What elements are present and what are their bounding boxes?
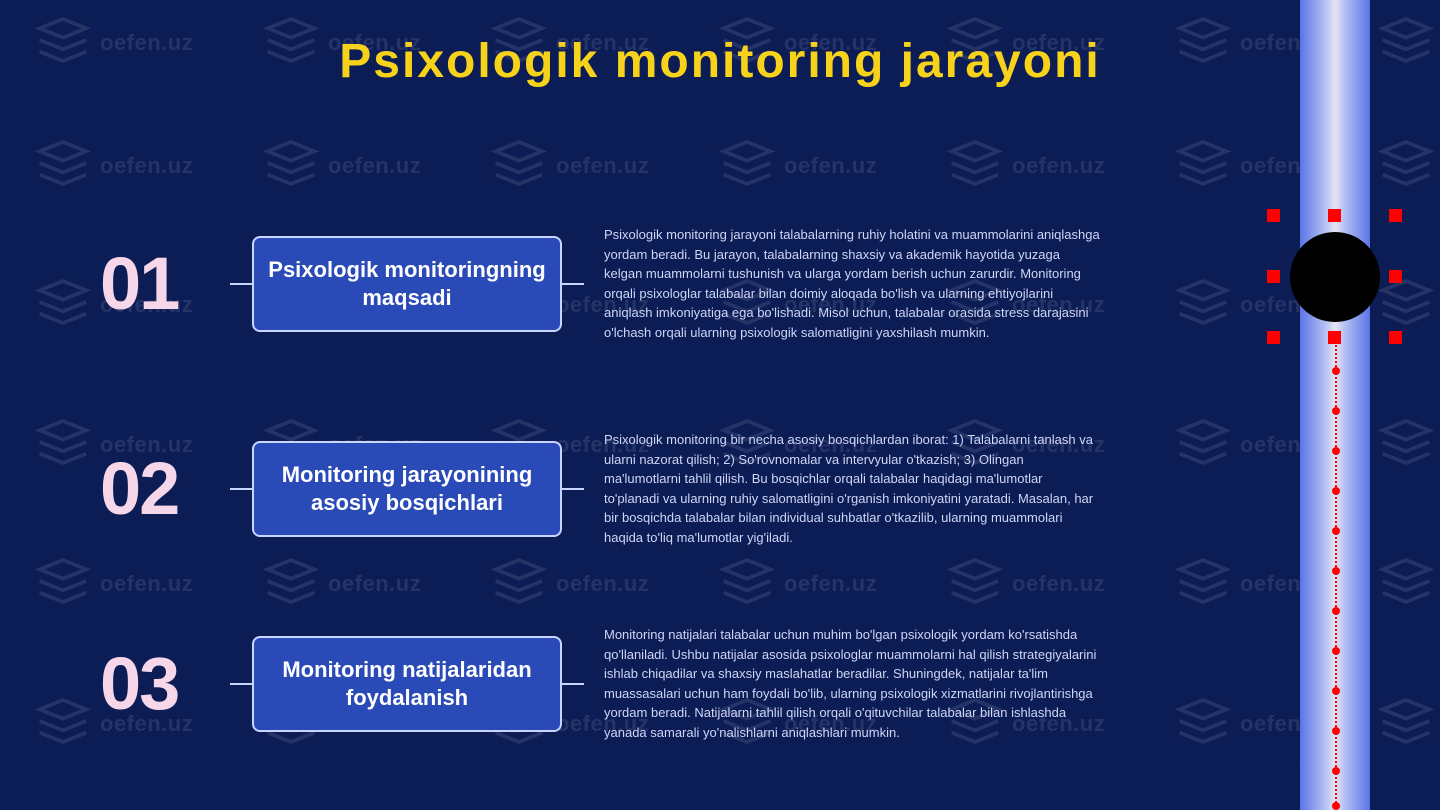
stack-icon: [35, 693, 91, 749]
guide-dot: [1332, 607, 1340, 615]
stack-icon: [1175, 414, 1231, 470]
guide-dot: [1332, 727, 1340, 735]
watermark-text: oefen.uz: [100, 571, 193, 597]
guide-dot: [1332, 802, 1340, 810]
stack-icon: [1378, 135, 1434, 191]
heading-text: Monitoring jarayonining asosiy bosqichla…: [268, 461, 546, 516]
description-text: Psixologik monitoring bir necha asosiy b…: [584, 430, 1100, 547]
stack-icon: [35, 135, 91, 191]
stack-icon: [491, 135, 547, 191]
watermark-text: oefen.uz: [556, 571, 649, 597]
selection-handle[interactable]: [1389, 331, 1402, 344]
selection-handle[interactable]: [1267, 209, 1280, 222]
guide-dot: [1332, 407, 1340, 415]
connector-line: [562, 488, 584, 490]
connector-line: [230, 683, 252, 685]
stack-icon: [263, 553, 319, 609]
item-number: 02: [100, 446, 230, 531]
guide-dot: [1332, 487, 1340, 495]
stack-icon: [947, 135, 1003, 191]
connector-line: [230, 283, 252, 285]
list-item: 03 Monitoring natijalaridan foydalanish …: [100, 625, 1100, 742]
description-text: Psixologik monitoring jarayoni talabalar…: [584, 225, 1100, 342]
guide-dot: [1332, 527, 1340, 535]
heading-text: Monitoring natijalaridan foydalanish: [268, 656, 546, 711]
page-title: Psixologik monitoring jarayoni: [170, 34, 1270, 89]
guide-dot: [1332, 687, 1340, 695]
list-item: 02 Monitoring jarayonining asosiy bosqic…: [100, 430, 1100, 547]
connector-line: [562, 683, 584, 685]
guide-dot: [1332, 367, 1340, 375]
stack-icon: [491, 553, 547, 609]
connector-line: [230, 488, 252, 490]
selection-handle[interactable]: [1267, 331, 1280, 344]
stack-icon: [719, 135, 775, 191]
stack-icon: [1378, 553, 1434, 609]
watermark-text: oefen.uz: [100, 153, 193, 179]
watermark-text: oefen.uz: [556, 153, 649, 179]
selection-handle[interactable]: [1267, 270, 1280, 283]
stack-icon: [263, 135, 319, 191]
selected-object[interactable]: [1270, 212, 1400, 342]
description-text: Monitoring natijalari talabalar uchun mu…: [584, 625, 1100, 742]
stack-icon: [1378, 12, 1434, 68]
rotation-guide-line: [1335, 342, 1337, 810]
stack-icon: [947, 553, 1003, 609]
stack-icon: [1175, 274, 1231, 330]
stack-icon: [35, 12, 91, 68]
item-number: 03: [100, 641, 230, 726]
watermark-text: oefen.uz: [328, 571, 421, 597]
stack-icon: [1175, 693, 1231, 749]
stack-icon: [1378, 693, 1434, 749]
circle-shape[interactable]: [1290, 232, 1380, 322]
guide-dot: [1332, 567, 1340, 575]
watermark-text: oefen.uz: [328, 153, 421, 179]
list-item: 01 Psixologik monitoringning maqsadi Psi…: [100, 225, 1100, 342]
item-number: 01: [100, 241, 230, 326]
guide-dot: [1332, 447, 1340, 455]
watermark-text: oefen.uz: [784, 571, 877, 597]
stack-icon: [719, 553, 775, 609]
stack-icon: [35, 414, 91, 470]
heading-text: Psixologik monitoringning maqsadi: [268, 256, 546, 311]
selection-handle[interactable]: [1389, 209, 1402, 222]
connector-line: [562, 283, 584, 285]
stack-icon: [35, 553, 91, 609]
guide-dot: [1332, 647, 1340, 655]
stack-icon: [1175, 553, 1231, 609]
watermark-text: oefen.uz: [784, 153, 877, 179]
watermark-text: oefen.uz: [1012, 153, 1105, 179]
stack-icon: [1175, 135, 1231, 191]
selection-handle[interactable]: [1389, 270, 1402, 283]
watermark-text: oefen.uz: [1012, 571, 1105, 597]
heading-box: Monitoring natijalaridan foydalanish: [252, 636, 562, 732]
heading-box: Monitoring jarayonining asosiy bosqichla…: [252, 441, 562, 537]
heading-box: Psixologik monitoringning maqsadi: [252, 236, 562, 332]
stack-icon: [1378, 414, 1434, 470]
selection-handle[interactable]: [1328, 209, 1341, 222]
guide-dot: [1332, 767, 1340, 775]
stack-icon: [35, 274, 91, 330]
